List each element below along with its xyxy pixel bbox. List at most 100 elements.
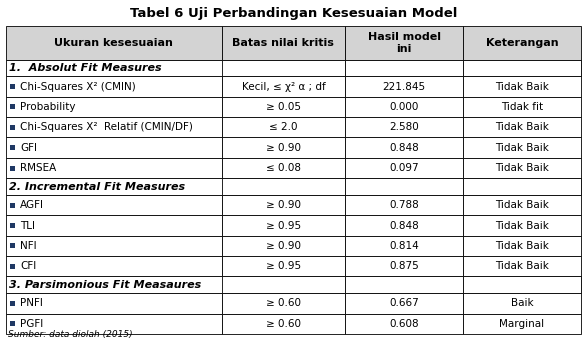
- Text: Tidak fit: Tidak fit: [501, 102, 543, 112]
- Text: Tidak Baik: Tidak Baik: [495, 261, 549, 271]
- Text: 2.580: 2.580: [389, 122, 419, 132]
- Text: 0.667: 0.667: [389, 299, 419, 308]
- Bar: [345, 195, 463, 215]
- Bar: [463, 293, 581, 313]
- Text: ≤ 0.08: ≤ 0.08: [266, 163, 301, 173]
- Bar: [6, 26, 222, 60]
- Text: ≥ 0.95: ≥ 0.95: [266, 220, 301, 230]
- Text: Marginal: Marginal: [500, 319, 545, 329]
- Bar: [345, 26, 463, 60]
- Bar: [222, 215, 345, 236]
- Bar: [6, 215, 222, 236]
- Text: 0.875: 0.875: [389, 261, 419, 271]
- Bar: [345, 178, 463, 195]
- Bar: [463, 313, 581, 334]
- Text: GFI: GFI: [20, 143, 37, 153]
- Bar: [10, 264, 15, 269]
- Text: 0.000: 0.000: [390, 102, 419, 112]
- Bar: [345, 97, 463, 117]
- Text: ≤ 2.0: ≤ 2.0: [269, 122, 298, 132]
- Bar: [6, 76, 222, 97]
- Text: Tidak Baik: Tidak Baik: [495, 163, 549, 173]
- Text: ≥ 0.60: ≥ 0.60: [266, 299, 301, 308]
- Bar: [345, 236, 463, 256]
- Bar: [6, 256, 222, 276]
- Bar: [222, 313, 345, 334]
- Bar: [6, 236, 222, 256]
- Text: 0.788: 0.788: [389, 200, 419, 210]
- Text: Kecil, ≤ χ² α ; df: Kecil, ≤ χ² α ; df: [242, 82, 325, 92]
- Bar: [463, 178, 581, 195]
- Bar: [222, 137, 345, 158]
- Bar: [6, 276, 581, 293]
- Text: PGFI: PGFI: [20, 319, 43, 329]
- Text: 0.848: 0.848: [389, 143, 419, 153]
- Bar: [10, 145, 15, 150]
- Bar: [222, 158, 345, 178]
- Text: Tabel 6 Uji Perbandingan Kesesuaian Model: Tabel 6 Uji Perbandingan Kesesuaian Mode…: [130, 7, 457, 19]
- Text: Keterangan: Keterangan: [486, 38, 558, 48]
- Text: RMSEA: RMSEA: [20, 163, 56, 173]
- Bar: [463, 137, 581, 158]
- Text: 221.845: 221.845: [383, 82, 426, 92]
- Text: TLI: TLI: [20, 220, 35, 230]
- Bar: [6, 117, 222, 137]
- Bar: [222, 26, 345, 60]
- Text: ≥ 0.60: ≥ 0.60: [266, 319, 301, 329]
- Text: Sumber: data diolah (2015): Sumber: data diolah (2015): [8, 330, 133, 339]
- Text: 2. Incremental Fit Measures: 2. Incremental Fit Measures: [9, 182, 185, 192]
- Bar: [463, 195, 581, 215]
- Bar: [10, 165, 15, 171]
- Text: Tidak Baik: Tidak Baik: [495, 82, 549, 92]
- Bar: [463, 97, 581, 117]
- Bar: [6, 60, 581, 76]
- Text: 0.608: 0.608: [389, 319, 419, 329]
- Bar: [345, 256, 463, 276]
- Bar: [463, 276, 581, 293]
- Text: Tidak Baik: Tidak Baik: [495, 200, 549, 210]
- Bar: [345, 276, 463, 293]
- Bar: [463, 76, 581, 97]
- Bar: [463, 158, 581, 178]
- Bar: [6, 158, 222, 178]
- Text: 1.  Absolut Fit Measures: 1. Absolut Fit Measures: [9, 63, 161, 73]
- Bar: [463, 236, 581, 256]
- Bar: [345, 313, 463, 334]
- Bar: [345, 117, 463, 137]
- Bar: [222, 97, 345, 117]
- Bar: [222, 60, 345, 76]
- Bar: [345, 215, 463, 236]
- Bar: [10, 125, 15, 130]
- Text: Baik: Baik: [511, 299, 534, 308]
- Text: 0.848: 0.848: [389, 220, 419, 230]
- Bar: [463, 60, 581, 76]
- Bar: [345, 60, 463, 76]
- Bar: [10, 104, 15, 109]
- Text: ≥ 0.90: ≥ 0.90: [266, 200, 301, 210]
- Bar: [345, 158, 463, 178]
- Text: 0.097: 0.097: [389, 163, 419, 173]
- Text: Tidak Baik: Tidak Baik: [495, 220, 549, 230]
- Bar: [222, 178, 345, 195]
- Text: ≥ 0.90: ≥ 0.90: [266, 143, 301, 153]
- Text: Tidak Baik: Tidak Baik: [495, 143, 549, 153]
- Bar: [10, 84, 15, 89]
- Text: Probability: Probability: [20, 102, 76, 112]
- Bar: [222, 256, 345, 276]
- Text: Hasil model
ini: Hasil model ini: [367, 32, 441, 54]
- Text: PNFI: PNFI: [20, 299, 43, 308]
- Bar: [345, 293, 463, 313]
- Bar: [10, 301, 15, 306]
- Bar: [6, 195, 222, 215]
- Text: ≥ 0.90: ≥ 0.90: [266, 241, 301, 251]
- Bar: [463, 215, 581, 236]
- Text: Tidak Baik: Tidak Baik: [495, 241, 549, 251]
- Text: Chi-Squares X²  Relatif (CMIN/DF): Chi-Squares X² Relatif (CMIN/DF): [20, 122, 193, 132]
- Text: CFI: CFI: [20, 261, 36, 271]
- Text: Ukuran kesesuaian: Ukuran kesesuaian: [55, 38, 173, 48]
- Bar: [6, 97, 222, 117]
- Text: ≥ 0.95: ≥ 0.95: [266, 261, 301, 271]
- Text: Batas nilai kritis: Batas nilai kritis: [232, 38, 335, 48]
- Bar: [463, 26, 581, 60]
- Text: Tidak Baik: Tidak Baik: [495, 122, 549, 132]
